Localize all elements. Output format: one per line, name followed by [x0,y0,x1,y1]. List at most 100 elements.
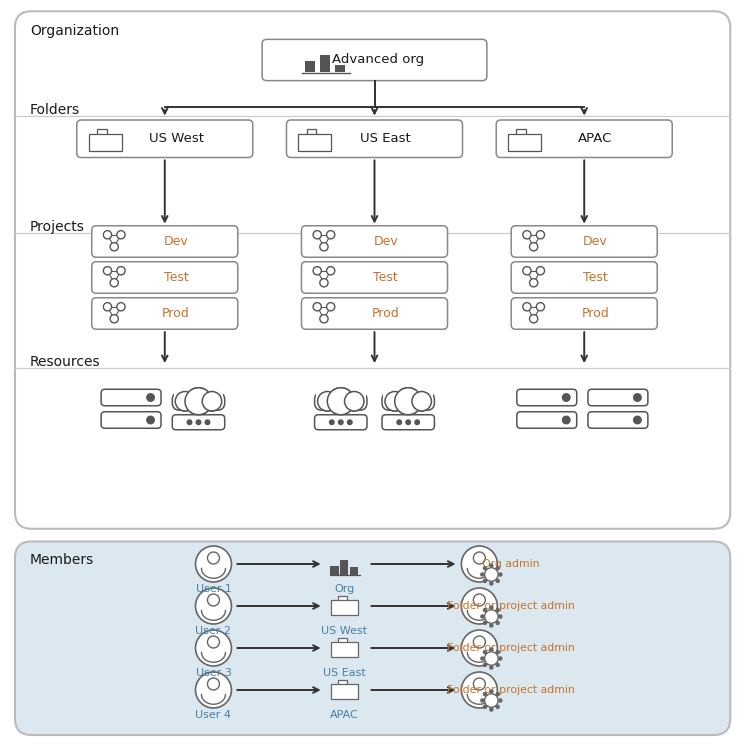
FancyBboxPatch shape [286,120,462,158]
Bar [517,129,526,136]
Circle shape [195,546,231,582]
Circle shape [483,566,488,571]
Circle shape [320,242,328,250]
Bar [335,64,345,72]
Circle shape [185,388,212,415]
Bar [383,390,433,405]
Circle shape [117,267,125,275]
Text: Resources: Resources [30,356,100,370]
Circle shape [103,302,112,310]
Circle shape [327,388,354,415]
Bar [306,129,316,136]
Circle shape [473,594,485,606]
Circle shape [489,623,494,628]
Circle shape [536,267,545,275]
Circle shape [147,416,154,424]
Circle shape [175,392,195,411]
Circle shape [327,302,335,310]
FancyBboxPatch shape [588,412,648,428]
Circle shape [318,392,337,411]
Circle shape [103,231,112,238]
Circle shape [480,698,485,703]
Circle shape [530,242,538,250]
Circle shape [498,572,503,577]
Circle shape [495,578,500,583]
Circle shape [313,231,321,238]
Circle shape [485,610,498,623]
Bar [338,638,347,644]
Circle shape [483,620,488,625]
Circle shape [110,279,118,287]
Bar [331,600,358,615]
Bar [340,560,348,574]
Bar [509,134,542,151]
Circle shape [117,302,125,310]
Circle shape [320,279,328,287]
Circle shape [495,662,500,667]
Circle shape [338,419,344,425]
Circle shape [483,578,488,583]
Text: Members: Members [30,554,94,568]
FancyBboxPatch shape [91,298,238,329]
Circle shape [495,608,500,613]
FancyBboxPatch shape [172,415,225,430]
Circle shape [489,563,494,568]
Circle shape [345,392,364,411]
Text: Prod: Prod [372,307,400,320]
Text: Org admin: Org admin [482,559,539,569]
Text: US East: US East [360,132,411,146]
Bar [338,596,347,602]
Circle shape [327,231,335,238]
Circle shape [485,568,498,581]
Circle shape [195,588,231,624]
Text: Test: Test [373,271,398,284]
Text: Prod: Prod [162,307,190,320]
Circle shape [207,552,219,564]
Bar [331,684,358,699]
Circle shape [562,416,570,424]
Circle shape [313,302,321,310]
Circle shape [483,650,488,655]
Circle shape [483,692,488,697]
FancyBboxPatch shape [15,542,730,735]
Circle shape [461,630,497,666]
Text: Dev: Dev [583,235,608,248]
Circle shape [175,392,195,411]
Circle shape [498,614,503,619]
FancyBboxPatch shape [497,120,673,158]
Circle shape [480,572,485,577]
FancyBboxPatch shape [262,39,487,81]
Text: Projects: Projects [30,220,85,235]
Circle shape [195,672,231,708]
Bar [320,56,330,72]
Circle shape [313,267,321,275]
Circle shape [495,692,500,697]
Bar [298,134,331,151]
Circle shape [536,231,545,238]
Circle shape [195,419,201,425]
Circle shape [207,678,219,690]
Circle shape [345,392,364,411]
Text: Folder or project admin: Folder or project admin [447,643,574,653]
Circle shape [562,394,570,401]
Circle shape [185,388,212,415]
Bar [350,567,358,574]
Circle shape [412,392,431,411]
Circle shape [385,392,404,411]
Circle shape [530,279,538,287]
Circle shape [187,419,192,425]
Bar [305,62,315,72]
FancyBboxPatch shape [315,415,367,430]
Bar [97,129,107,136]
Circle shape [485,694,498,707]
FancyBboxPatch shape [511,226,658,257]
Circle shape [461,546,497,582]
Text: User 1: User 1 [195,584,231,594]
Text: Advanced org: Advanced org [333,53,424,67]
Circle shape [110,242,118,250]
Circle shape [473,552,485,564]
Circle shape [385,392,404,411]
FancyBboxPatch shape [511,298,658,329]
FancyBboxPatch shape [15,11,730,529]
FancyBboxPatch shape [301,226,447,257]
